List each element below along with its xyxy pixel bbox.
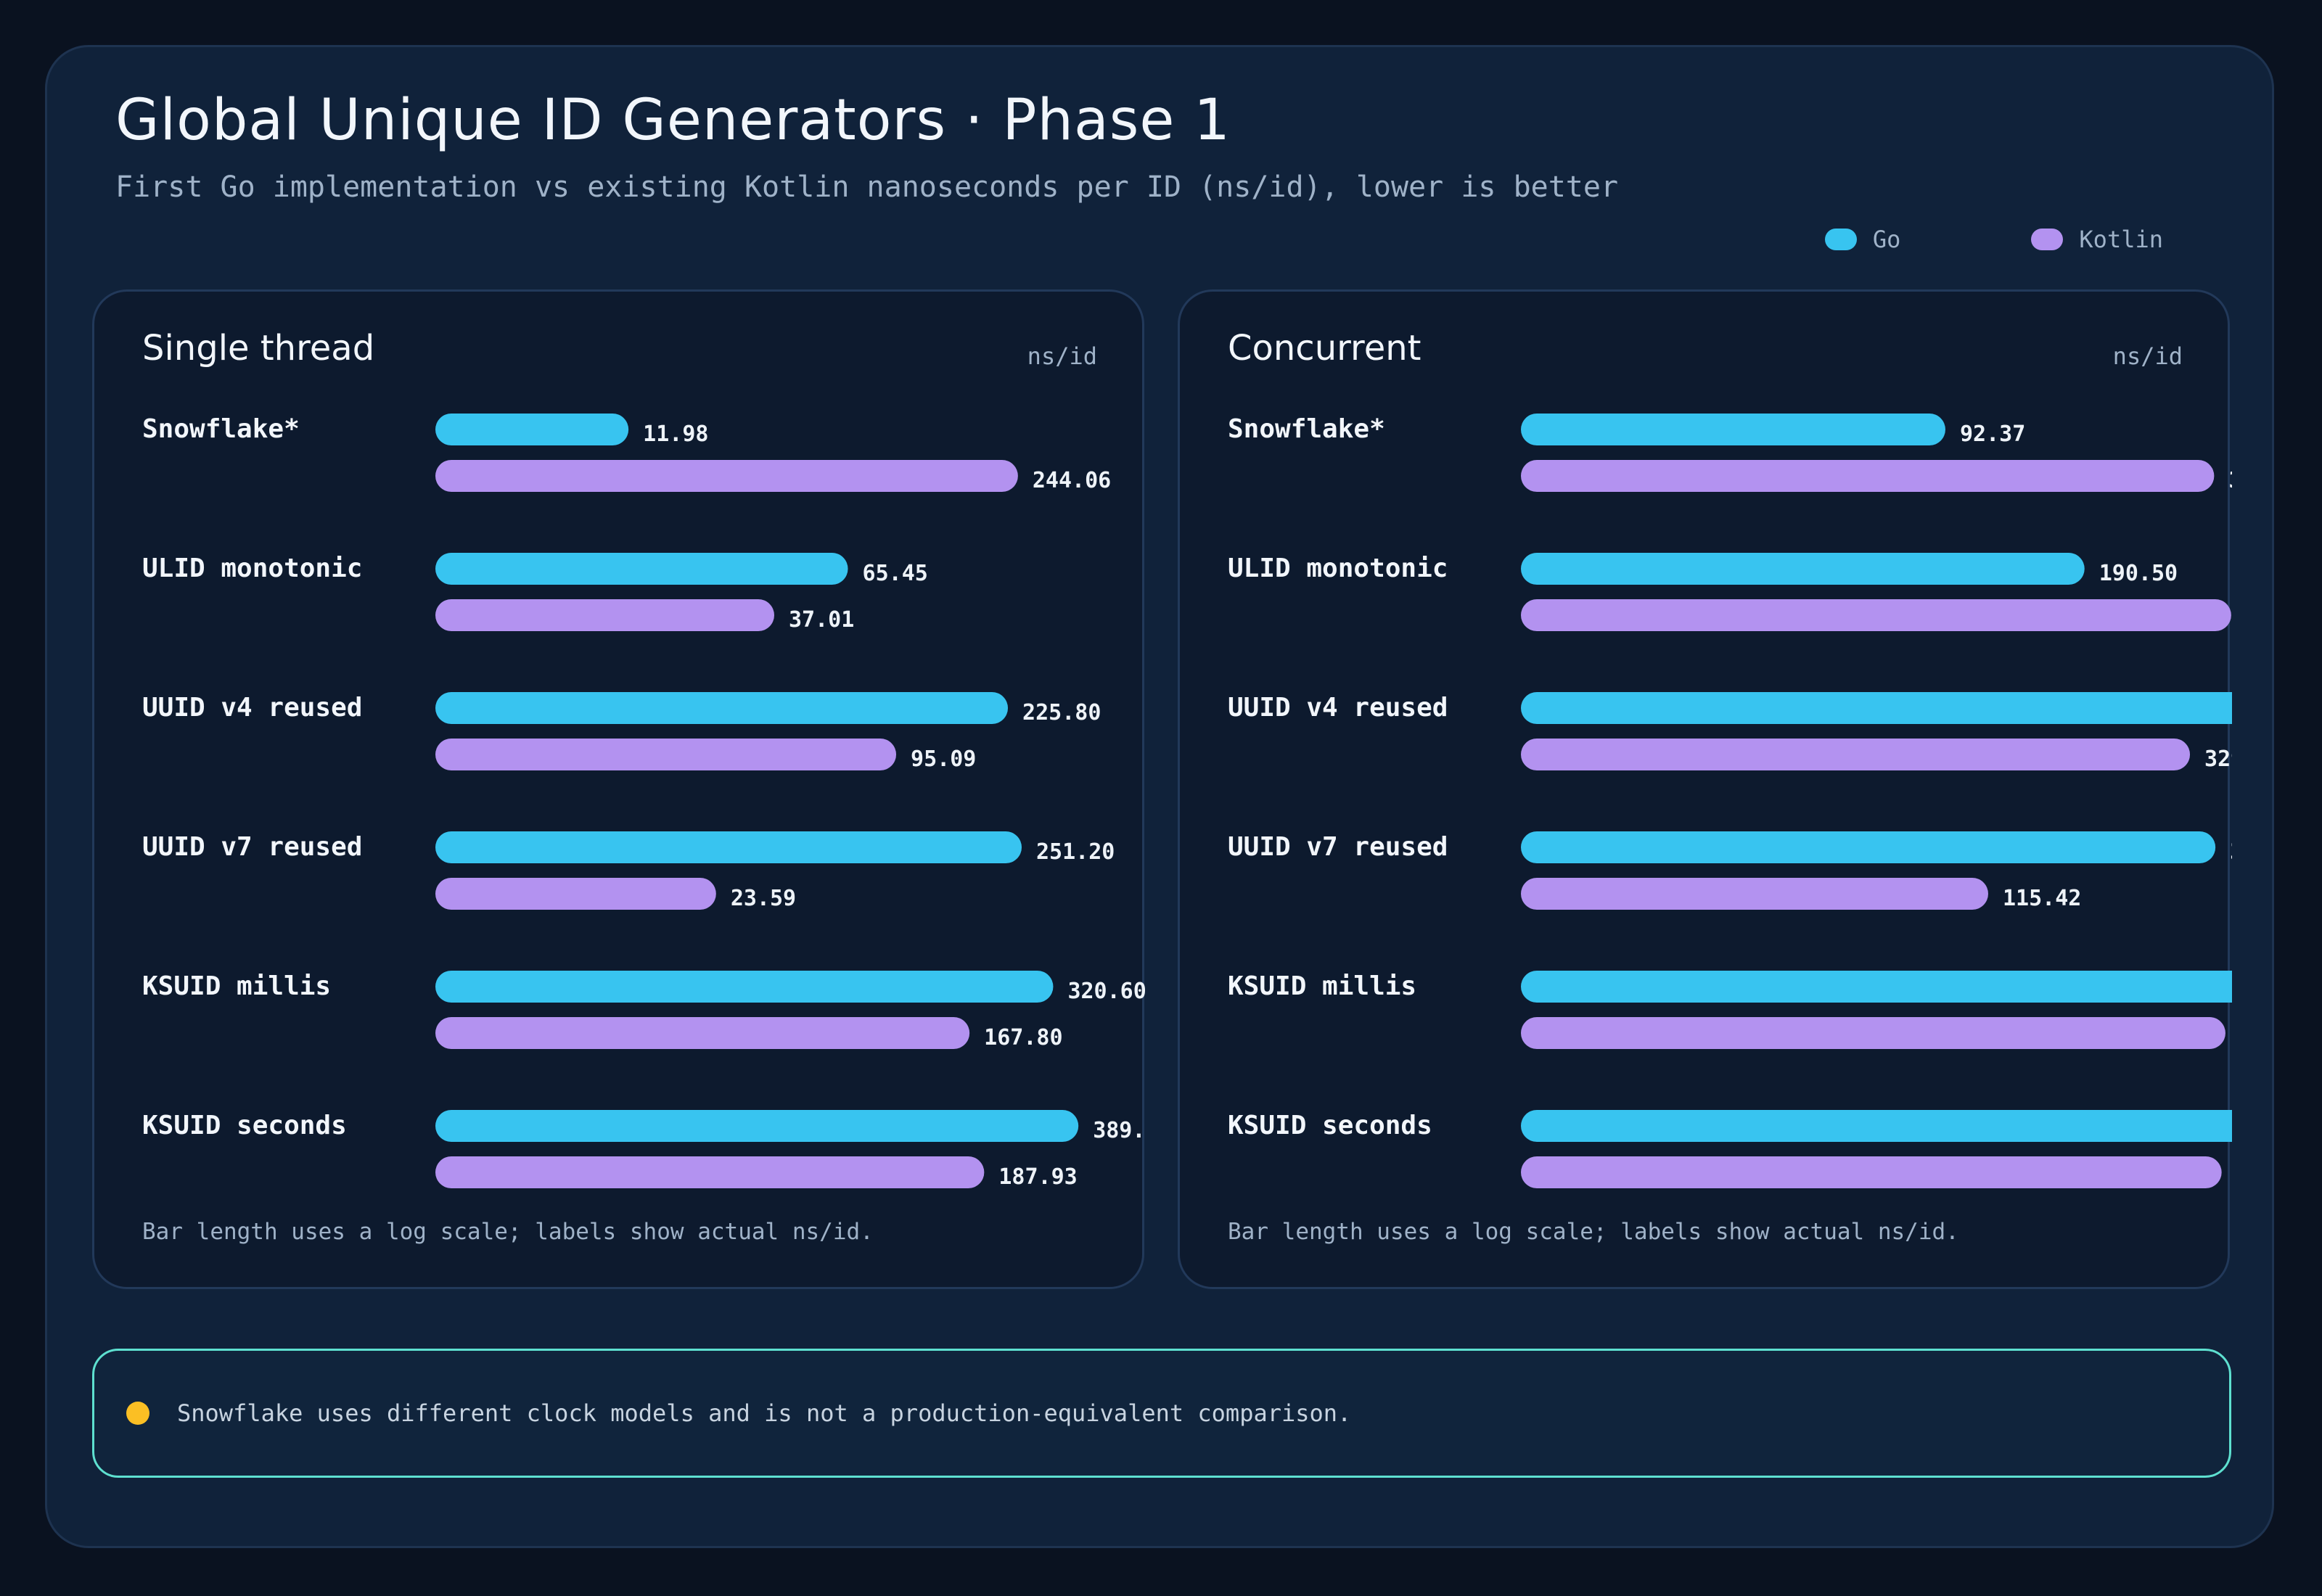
bar-kotlin (1521, 460, 2215, 492)
page-subtitle: First Go implementation vs existing Kotl… (115, 170, 1619, 204)
panel-note: Bar length uses a log scale; labels show… (1228, 1219, 1959, 1245)
value-label-kotlin: 37.01 (789, 607, 854, 633)
category-label: KSUID millis (142, 971, 331, 1001)
category-label: KSUID millis (1228, 971, 1416, 1001)
value-label-go: 251.20 (1036, 839, 1115, 865)
bar-go (1521, 553, 2085, 585)
bar-go (435, 831, 1022, 863)
value-label-go: 389.70 (1093, 1118, 1146, 1143)
footnote-box: Snowflake uses different clock models an… (92, 1349, 2231, 1478)
bar-go (435, 971, 1054, 1003)
value-label-go: 92.37 (1960, 421, 2025, 447)
panel-title: Single thread (142, 328, 375, 369)
category-label: ULID monotonic (1228, 554, 1448, 583)
warning-dot-icon (126, 1402, 149, 1425)
category-label: UUID v7 reused (142, 832, 362, 862)
bar-go (1521, 692, 2232, 724)
bar-kotlin (435, 460, 1018, 492)
category-label: UUID v4 reused (1228, 693, 1448, 723)
panel-single-thread: Single thread ns/id Snowflake* 11.98 244.0… (92, 289, 1146, 1289)
bar-chart-single-thread: Snowflake* 11.98 244.06 ULID monotonic 65.45… (142, 414, 1146, 1190)
category-label: KSUID seconds (1228, 1111, 1432, 1140)
bar-go (1521, 831, 2216, 863)
bar-kotlin (1521, 1156, 2222, 1188)
value-label-kotlin: 115.42 (2003, 886, 2081, 911)
value-label-kotlin: 167.80 (984, 1025, 1062, 1050)
bar-go (1521, 971, 2232, 1003)
legend-swatch-kotlin (2031, 229, 2064, 250)
panel-unit-label: ns/id (1027, 342, 1097, 370)
bar-kotlin (1521, 878, 1988, 910)
category-label: Snowflake* (1228, 414, 1385, 444)
bar-kotlin (435, 739, 897, 770)
bar-kotlin (435, 878, 716, 910)
page-title: Global Unique ID Generators · Phase 1 (115, 88, 1231, 153)
panel-unit-label: ns/id (2112, 342, 2183, 370)
value-label-kotlin: 95.09 (911, 746, 976, 772)
panel-note: Bar length uses a log scale; labels show… (142, 1219, 874, 1245)
bar-go (435, 553, 848, 585)
legend-item-kotlin: Kotlin (2031, 226, 2163, 253)
value-label-go: 225.80 (1022, 700, 1101, 725)
legend-swatch-go (1824, 229, 1857, 250)
bar-go (1521, 414, 1945, 445)
value-label-go: 320.60 (1067, 979, 1146, 1004)
chart-card: Global Unique ID Generators · Phase 1 Fi… (45, 45, 2274, 1548)
legend: Go Kotlin (1824, 226, 2163, 253)
category-label: Snowflake* (142, 414, 300, 444)
bar-kotlin (1521, 739, 2191, 770)
value-label-go: 190.50 (2099, 561, 2178, 586)
value-label-go: 65.45 (863, 561, 928, 586)
bar-kotlin (1521, 1017, 2225, 1049)
value-label-kotlin: 373.89 (2228, 468, 2232, 493)
footnote-text: Snowflake uses different clock models an… (177, 1399, 1352, 1427)
bar-go (435, 414, 629, 445)
category-label: UUID v4 reused (142, 693, 362, 723)
panel-concurrent: Concurrent ns/id Snowflake* 92.37 373.89 UL… (1178, 289, 2232, 1289)
category-label: ULID monotonic (142, 554, 362, 583)
category-label: KSUID seconds (142, 1111, 347, 1140)
legend-label-kotlin: Kotlin (2079, 226, 2163, 253)
bar-kotlin (1521, 599, 2231, 631)
category-label: UUID v7 reused (1228, 832, 1448, 862)
value-label-kotlin: 23.59 (731, 886, 796, 911)
bar-kotlin (435, 1017, 970, 1049)
value-label-go: 376.40 (2230, 839, 2232, 865)
value-label-kotlin: 244.06 (1033, 468, 1111, 493)
bar-go (1521, 1110, 2232, 1142)
bar-kotlin (435, 599, 775, 631)
bar-kotlin (435, 1156, 985, 1188)
legend-label-go: Go (1872, 226, 1901, 253)
bar-go (435, 1110, 1079, 1142)
bar-go (435, 692, 1009, 724)
bar-chart-concurrent: Snowflake* 92.37 373.89 ULID monotonic 190.5… (1228, 414, 2232, 1188)
panel-title: Concurrent (1228, 328, 1421, 369)
value-label-kotlin: 187.93 (998, 1164, 1077, 1190)
legend-item-go: Go (1824, 226, 1901, 253)
value-label-kotlin: 329.69 (2204, 746, 2232, 772)
value-label-go: 11.98 (643, 421, 708, 447)
